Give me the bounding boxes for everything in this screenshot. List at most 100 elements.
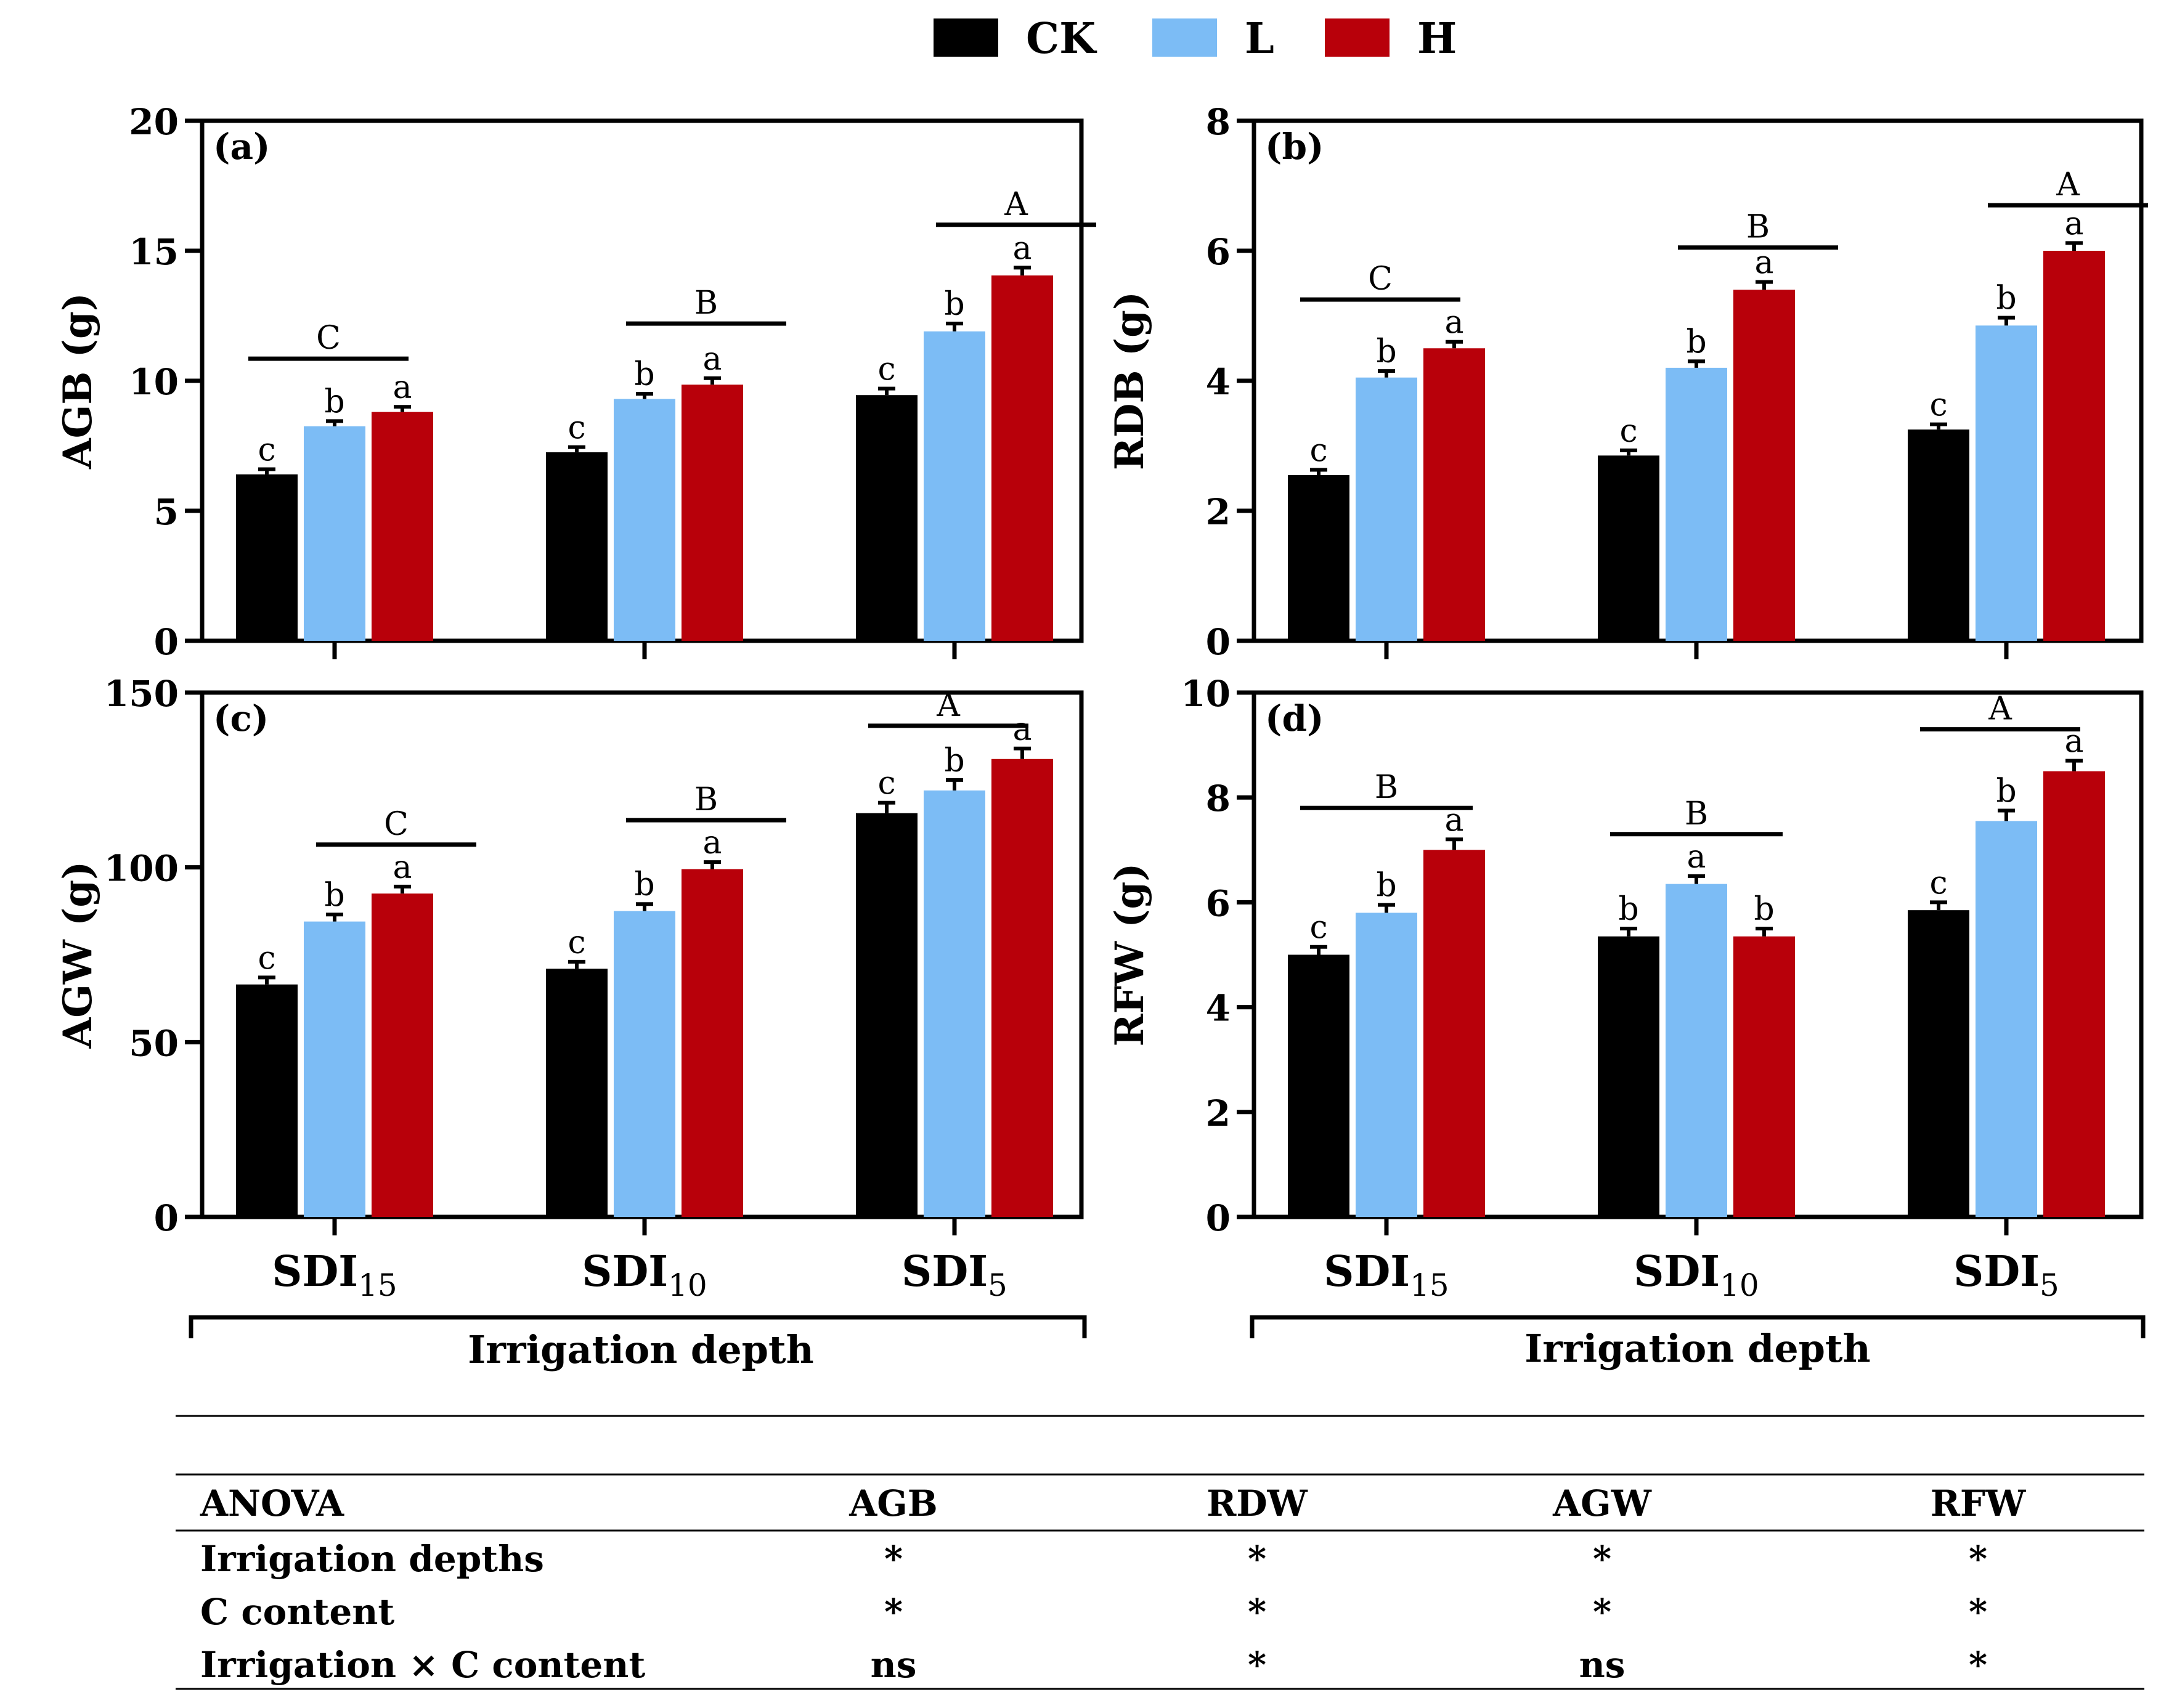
y-tick-label: 0 bbox=[1206, 1197, 1231, 1239]
bar-l bbox=[924, 331, 985, 641]
bar-l bbox=[1356, 377, 1417, 641]
bar-h bbox=[682, 869, 743, 1217]
significance-letter: c bbox=[1929, 864, 1947, 901]
legend-label-ck: CK bbox=[1026, 14, 1097, 63]
bar-l bbox=[1356, 913, 1417, 1217]
significance-letter: a bbox=[1444, 304, 1463, 341]
significance-letter: c bbox=[258, 431, 275, 468]
x-axis-title-right: Irrigation depth bbox=[1524, 1326, 1870, 1371]
x-bracket-left: Irrigation depth bbox=[189, 1315, 1087, 1372]
significance-letter: c bbox=[877, 765, 895, 802]
significance-letter: b bbox=[1376, 333, 1396, 370]
anova-cell: * bbox=[884, 1591, 903, 1633]
bar-ck bbox=[546, 452, 608, 641]
y-axis-title: AGB (g) bbox=[55, 293, 101, 470]
x-tick-label: SDI15 bbox=[1324, 1247, 1449, 1303]
x-tick-label: SDI10 bbox=[1634, 1247, 1759, 1303]
bar-h bbox=[1423, 850, 1485, 1217]
anova-table: ANOVA AGB RDW AGW RFW Irrigation depths * * * * C … bbox=[176, 1415, 2144, 1690]
panel-3: 0 50 100 150 AGW (g) (c) SDI15 SDI10 SDI5 c c c b b b a… bbox=[55, 673, 1084, 1303]
y-tick-label: 20 bbox=[129, 101, 179, 143]
significance-letter: a bbox=[393, 849, 412, 886]
significance-letter: b bbox=[944, 742, 964, 779]
anova-cell: * bbox=[1969, 1591, 1987, 1633]
anova-cell: * bbox=[1248, 1538, 1266, 1580]
significance-letter: b bbox=[634, 356, 654, 393]
bar-ck bbox=[1598, 936, 1659, 1217]
y-tick-label: 10 bbox=[129, 361, 179, 403]
bar-l bbox=[304, 426, 365, 641]
y-tick-label: 0 bbox=[1206, 621, 1231, 663]
panel-label: (a) bbox=[213, 126, 270, 168]
bar-h bbox=[1733, 936, 1795, 1217]
anova-header: ANOVA bbox=[200, 1482, 344, 1524]
anova-cell: * bbox=[1248, 1591, 1266, 1633]
anova-row-label: C content bbox=[200, 1591, 394, 1633]
group-letter: B bbox=[1685, 795, 1708, 832]
bar-l bbox=[614, 911, 675, 1217]
y-tick-label: 100 bbox=[104, 848, 179, 890]
y-axis-title: AGW (g) bbox=[55, 861, 101, 1049]
y-axis-title: RFW (g) bbox=[1107, 863, 1153, 1046]
bar-ck bbox=[1908, 910, 1969, 1217]
bar-l bbox=[1976, 325, 2037, 641]
bar-ck bbox=[1288, 474, 1349, 641]
anova-cell: ns bbox=[1579, 1644, 1626, 1686]
significance-letter: b bbox=[634, 866, 654, 903]
significance-letter: b bbox=[1618, 891, 1638, 928]
significance-letter: c bbox=[1309, 909, 1327, 946]
x-tick-label: SDI10 bbox=[582, 1247, 707, 1303]
anova-header: RFW bbox=[1931, 1482, 2026, 1524]
anova-cell: * bbox=[1969, 1644, 1987, 1686]
significance-letter: a bbox=[1687, 839, 1706, 876]
group-letter: B bbox=[1375, 769, 1398, 806]
bar-h bbox=[991, 758, 1053, 1217]
bar-l bbox=[1666, 367, 1727, 641]
y-tick-label: 4 bbox=[1206, 988, 1231, 1030]
bar-ck bbox=[1288, 954, 1349, 1217]
y-tick-label: 4 bbox=[1206, 361, 1231, 403]
anova-cell: * bbox=[1593, 1591, 1611, 1633]
y-tick-label: 2 bbox=[1206, 1092, 1231, 1134]
group-letter: C bbox=[316, 320, 341, 357]
group-letter: A bbox=[2056, 166, 2080, 203]
legend: CK L H bbox=[934, 14, 1457, 63]
group-letter: B bbox=[1746, 209, 1770, 246]
group-letter: A bbox=[1988, 691, 2012, 728]
significance-letter: b bbox=[944, 286, 964, 323]
anova-cell: * bbox=[1969, 1538, 1987, 1580]
group-letter: A bbox=[936, 687, 961, 724]
legend-swatch-h bbox=[1325, 18, 1390, 57]
significance-letter: c bbox=[1309, 433, 1327, 470]
panel-label: (b) bbox=[1265, 126, 1324, 168]
anova-cell: * bbox=[884, 1538, 903, 1580]
anova-header: RDW bbox=[1207, 1482, 1308, 1524]
legend-swatch-ck bbox=[934, 18, 998, 57]
x-tick-label: SDI5 bbox=[1953, 1247, 2059, 1303]
significance-letter: b bbox=[324, 383, 344, 420]
group-letter: A bbox=[1004, 186, 1028, 223]
bar-ck bbox=[1598, 455, 1659, 641]
anova-row-label: Irrigation depths bbox=[200, 1538, 544, 1580]
significance-letter: b bbox=[324, 877, 344, 914]
panel-2: 0 2 4 6 8 RDB (g) (b) c c c b b b a a a C B A bbox=[1107, 101, 2148, 663]
bar-l bbox=[924, 790, 985, 1217]
anova-header: AGW bbox=[1552, 1482, 1652, 1524]
panel-1: 0 5 10 15 20 AGB (g) (a) c c c b b b a a a C B A bbox=[55, 101, 1096, 663]
significance-letter: c bbox=[1619, 413, 1637, 450]
bar-h bbox=[1733, 290, 1795, 641]
significance-letter: a bbox=[1012, 711, 1032, 748]
bar-l bbox=[304, 921, 365, 1217]
bar-h bbox=[372, 893, 433, 1217]
y-tick-label: 50 bbox=[129, 1022, 179, 1064]
legend-label-h: H bbox=[1417, 14, 1457, 63]
group-letter: B bbox=[694, 781, 718, 818]
group-letter: C bbox=[384, 806, 409, 843]
bar-h bbox=[2043, 251, 2105, 641]
anova-header: AGB bbox=[848, 1482, 938, 1524]
bar-l bbox=[1666, 884, 1727, 1217]
legend-swatch-l bbox=[1152, 18, 1217, 57]
anova-row-label: Irrigation × C content bbox=[200, 1644, 645, 1686]
bar-ck bbox=[1908, 429, 1969, 641]
